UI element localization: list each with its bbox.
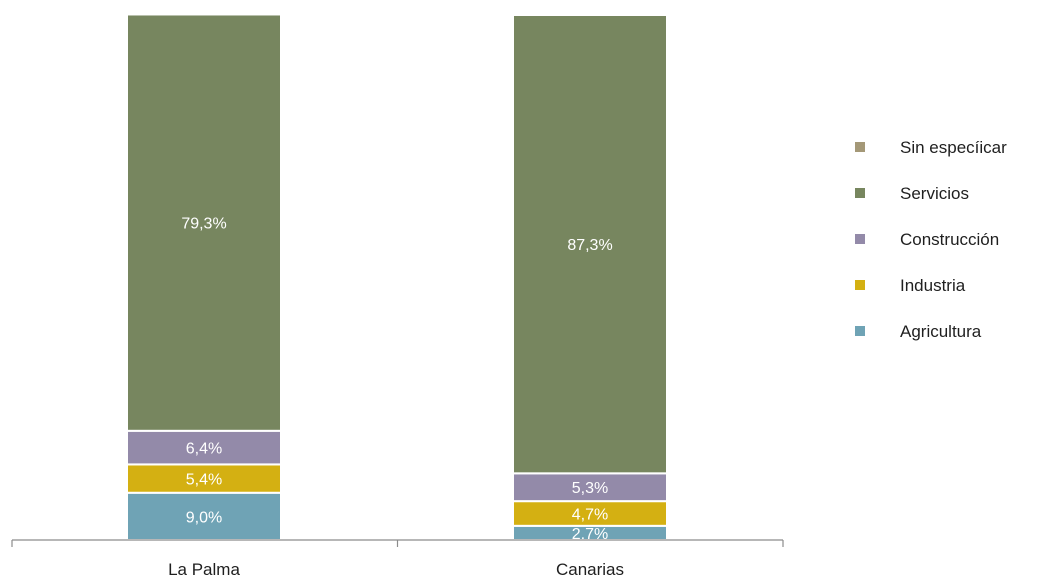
data-label-canarias-servicios: 87,3% xyxy=(567,237,612,254)
bar-segment-la-palma-agricultura xyxy=(126,491,282,541)
legend-swatch xyxy=(855,234,865,244)
bars-layer xyxy=(126,13,668,542)
data-labels-layer: 9,0% 5,4% 6,4% 79,3% 2,7% 4,7% 5,3% 87,3% xyxy=(181,216,612,543)
legend-swatch xyxy=(855,326,865,336)
legend-label: Agricultura xyxy=(900,322,982,341)
bar-segment-la-palma-industria xyxy=(126,463,282,494)
legend-label: Servicios xyxy=(900,184,969,203)
legend-item-sin-especiicar: Sin especíicar xyxy=(855,138,1007,157)
legend-item-industria: Industria xyxy=(855,276,966,295)
data-label-la-palma-industria: 5,4% xyxy=(186,472,222,489)
data-label-la-palma-construccion: 6,4% xyxy=(186,441,222,458)
x-tick-label-la-palma: La Palma xyxy=(168,560,240,579)
bar-segment-canarias-construccion xyxy=(512,472,668,503)
data-label-la-palma-servicios: 79,3% xyxy=(181,216,226,233)
legend-item-servicios: Servicios xyxy=(855,184,969,203)
data-label-la-palma-agricultura: 9,0% xyxy=(186,509,222,526)
legend: Sin especíicar Servicios Construcción Indus… xyxy=(855,138,1007,341)
x-tick-label-canarias: Canarias xyxy=(556,560,624,579)
legend-swatch xyxy=(855,188,865,198)
legend-swatch xyxy=(855,280,865,290)
data-label-canarias-agricultura: 2,7% xyxy=(572,526,608,543)
legend-label: Sin especíicar xyxy=(900,138,1007,157)
legend-swatch xyxy=(855,142,865,152)
legend-item-construccion: Construcción xyxy=(855,230,999,249)
legend-label: Industria xyxy=(900,276,966,295)
bar-segment-la-palma-servicios xyxy=(126,13,282,432)
data-label-canarias-construccion: 5,3% xyxy=(572,480,608,497)
legend-item-agricultura: Agricultura xyxy=(855,322,982,341)
legend-label: Construcción xyxy=(900,230,999,249)
bar-segment-canarias-servicios xyxy=(512,14,668,475)
data-label-canarias-industria: 4,7% xyxy=(572,506,608,523)
x-axis: La Palma Canarias xyxy=(11,539,784,579)
